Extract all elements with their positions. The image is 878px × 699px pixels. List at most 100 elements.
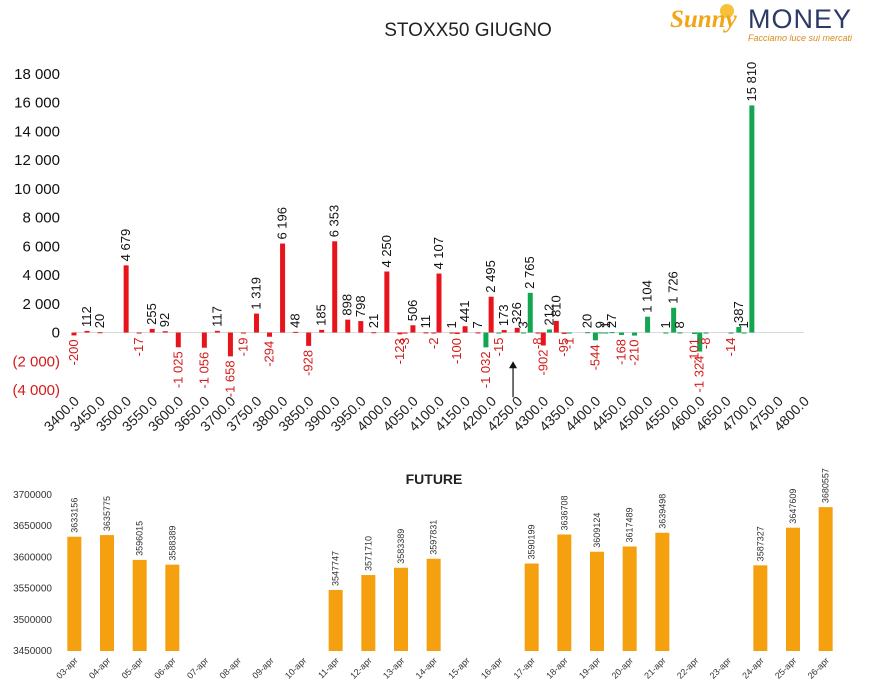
- future-x-tick-label: 09-apr: [250, 655, 275, 680]
- future-bar-2: [132, 559, 147, 651]
- future-bar-8: [328, 590, 343, 651]
- bar-s0-31: [462, 326, 468, 333]
- future-x-tick-label: 12-apr: [348, 655, 373, 680]
- data-label-s1-15: 1 726: [666, 271, 681, 304]
- bar-s0-0: [71, 332, 77, 336]
- data-label-s1-23: 15 810: [744, 62, 759, 102]
- future-bar-11: [426, 558, 441, 651]
- data-label-s1-13: 1 104: [640, 280, 655, 313]
- bar-s0-20: [358, 321, 364, 333]
- future-bar-21: [753, 565, 768, 651]
- future-x-tick-label: 22-apr: [675, 655, 700, 680]
- bar-s0-22: [384, 271, 390, 333]
- data-label-s1-11: -168: [614, 339, 629, 365]
- y-tick-label: 0: [52, 325, 60, 342]
- data-label-s0-15: 48: [288, 313, 303, 327]
- future-x-tick-label: 23-apr: [708, 655, 733, 680]
- data-label-s0-22: 4 250: [379, 235, 394, 268]
- future-y-tick-label: 3650000: [13, 521, 52, 532]
- data-label-s1-9: 1: [598, 321, 613, 328]
- bar-s0-11: [240, 332, 246, 334]
- data-label-s1-19: -8: [698, 338, 713, 350]
- data-label-s1-20: -14: [723, 338, 738, 357]
- sunny-money-logo: Sunny MONEY Facciamo luce sui mercati: [668, 4, 868, 44]
- bar-s1-7: [592, 332, 598, 341]
- bar-s1-3: [527, 292, 533, 333]
- future-bar-3: [165, 564, 180, 651]
- bar-s1-16: [677, 332, 683, 334]
- y-tick-label: (4 000): [12, 382, 60, 399]
- data-label-s0-13: -294: [262, 341, 277, 367]
- data-label-s0-18: 6 353: [327, 205, 342, 238]
- future-bar-23: [818, 507, 833, 651]
- bar-s1-14: [663, 332, 669, 334]
- future-data-label-2: 3596015: [135, 521, 145, 556]
- future-data-label-15: 3636708: [559, 495, 569, 530]
- bar-s0-14: [280, 243, 286, 333]
- data-label-s0-17: 185: [314, 304, 329, 326]
- future-bar-15: [557, 534, 572, 651]
- data-label-s0-28: 4 107: [431, 237, 446, 270]
- bar-s0-17: [319, 329, 325, 333]
- bar-s0-7: [175, 332, 181, 348]
- data-label-s0-7: -1 025: [170, 351, 185, 388]
- data-label-s0-11: -19: [235, 338, 250, 357]
- y-tick-label: (2 000): [12, 353, 60, 370]
- data-label-s1-8: 9: [593, 321, 608, 328]
- logo-money: MONEY: [748, 4, 853, 34]
- data-label-s0-25: 506: [405, 300, 420, 322]
- bar-s0-32: [475, 332, 481, 334]
- future-bar-0: [67, 536, 82, 651]
- future-x-tick-label: 24-apr: [740, 655, 765, 680]
- data-label-s1-3: 2 765: [522, 256, 537, 289]
- bar-s0-19: [345, 319, 351, 333]
- future-x-tick-label: 06-apr: [152, 655, 177, 680]
- future-x-tick-label: 18-apr: [544, 655, 569, 680]
- data-label-s0-19: 898: [340, 294, 355, 316]
- arrow-head: [509, 361, 518, 369]
- future-x-tick-label: 15-apr: [446, 655, 471, 680]
- data-label-s0-23: -123: [392, 338, 407, 364]
- data-label-s0-8: -1 056: [196, 352, 211, 389]
- future-data-label-17: 3617489: [625, 507, 635, 542]
- bar-s0-39: [561, 332, 567, 334]
- data-label-s1-4: 212: [542, 304, 557, 326]
- future-x-tick-label: 19-apr: [577, 655, 602, 680]
- bar-s0-8: [201, 332, 207, 348]
- future-x-tick-label: 25-apr: [773, 655, 798, 680]
- data-label-s0-27: -2: [426, 338, 441, 350]
- bar-s1-8: [598, 332, 604, 334]
- data-label-s0-0: -200: [66, 339, 81, 365]
- data-label-s0-31: 441: [457, 301, 472, 323]
- data-label-s1-14: 1: [658, 321, 673, 328]
- y-tick-label: 18 000: [14, 66, 60, 83]
- bar-s1-0: [483, 332, 489, 348]
- y-tick-label: 12 000: [14, 152, 60, 169]
- data-label-s0-30: -100: [449, 338, 464, 364]
- bar-s0-18: [332, 241, 338, 333]
- bar-s0-25: [410, 325, 416, 333]
- data-label-s0-12: 1 319: [249, 277, 264, 310]
- data-label-s1-17: -101: [687, 338, 702, 364]
- bar-s0-34: [501, 330, 507, 333]
- y-tick-label: 16 000: [14, 95, 60, 112]
- future-x-tick-label: 26-apr: [806, 655, 831, 680]
- future-x-tick-label: 16-apr: [479, 655, 504, 680]
- bar-s1-20: [728, 332, 734, 334]
- bar-s1-11: [619, 332, 624, 335]
- future-bar-10: [394, 567, 408, 651]
- bar-s1-22: [741, 332, 747, 334]
- future-x-tick-label: 05-apr: [120, 655, 145, 680]
- data-label-s0-39: -95: [556, 338, 571, 357]
- bar-s0-36: [535, 332, 541, 334]
- bar-s1-21: [736, 326, 742, 333]
- future-chart-title: FUTURE: [406, 471, 463, 487]
- bar-s0-27: [431, 332, 437, 334]
- data-label-s0-32: 7: [470, 321, 485, 328]
- bar-s1-18: [697, 332, 703, 352]
- bar-s1-12: [632, 332, 638, 336]
- bar-s0-9: [214, 330, 220, 333]
- bar-s1-19: [703, 332, 709, 334]
- future-data-label-1: 3635775: [102, 496, 112, 531]
- sun-icon: [720, 4, 734, 18]
